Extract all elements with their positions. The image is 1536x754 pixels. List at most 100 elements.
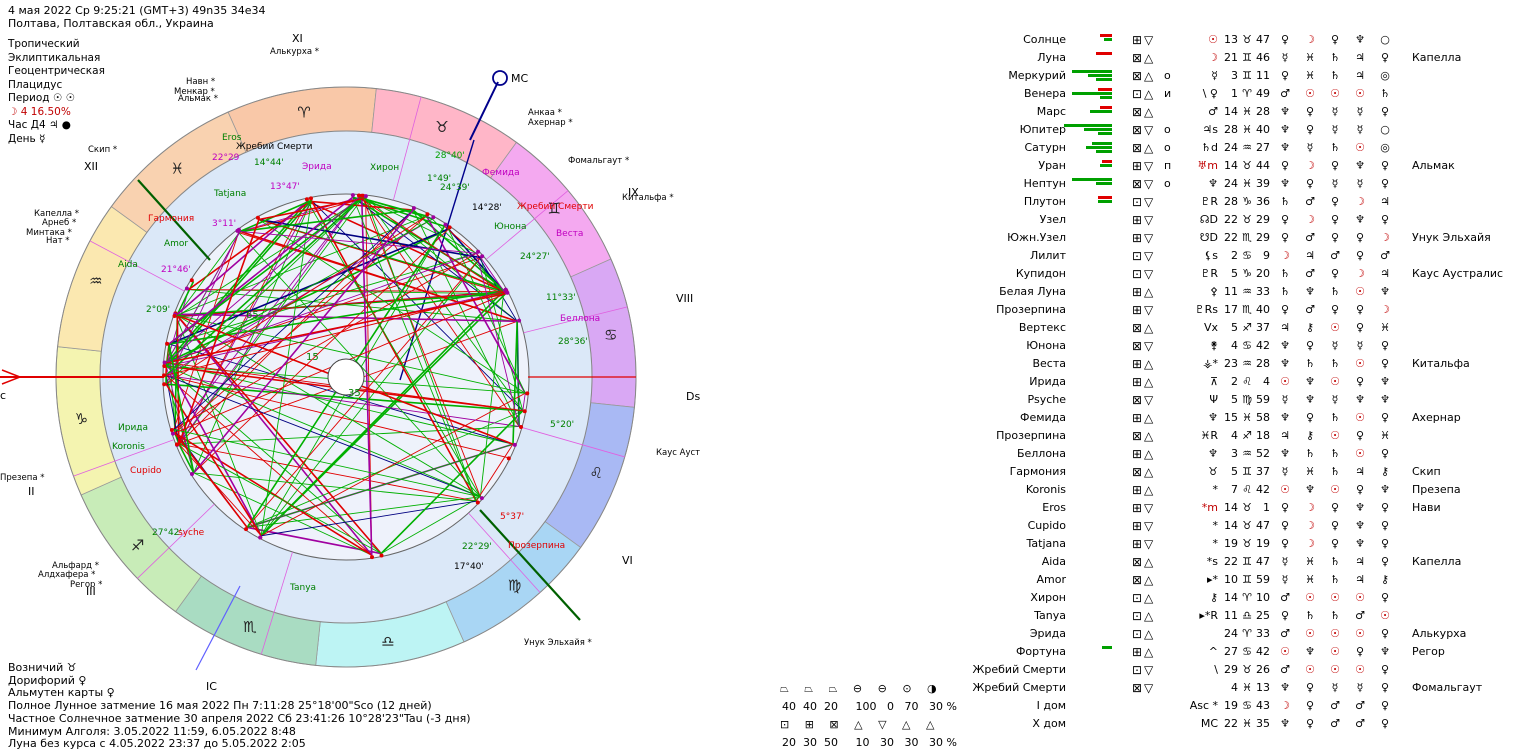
aspect-line	[166, 231, 241, 363]
aspect-line	[166, 197, 360, 363]
planet-symbol: ♆	[1208, 177, 1218, 190]
aspect-line	[173, 252, 477, 430]
planet-tick	[503, 287, 508, 292]
ruler-glyph: ☿	[1356, 105, 1364, 118]
aspect-line	[174, 215, 427, 434]
planet-symbol: \	[1214, 663, 1218, 676]
ruler-glyph: ☉	[1305, 627, 1315, 640]
planet-sign: ♎	[1242, 609, 1252, 622]
element-quality-icons: ⊡▽	[1132, 663, 1156, 677]
planet-label: Cupido	[130, 466, 162, 476]
ruler-glyph: ♀	[1380, 447, 1390, 460]
planet-degree: 13	[1224, 33, 1238, 46]
aspect-line	[176, 231, 241, 317]
aspect-line	[448, 228, 526, 394]
planet-strength-bars	[1068, 592, 1112, 604]
planet-degree: 17	[1224, 303, 1238, 316]
planet-degree: 27	[1224, 645, 1238, 658]
fixed-star-label: Арнеб *	[42, 218, 76, 228]
ruler-glyph: ♄	[1305, 357, 1315, 370]
planet-sign: ♒	[1242, 447, 1252, 460]
planet-minute: 11	[1256, 69, 1270, 82]
planet-degree: 5	[1231, 267, 1238, 280]
legend-row2-values: 20 30 50 10 30 30 30 %	[782, 736, 957, 749]
element-quality-icons: ⊞△	[1132, 285, 1156, 299]
house-cusp-line	[137, 503, 215, 579]
ruler-glyph: ♆	[1355, 501, 1365, 514]
period: Период ☉ ☉	[8, 92, 76, 104]
ruler-glyph: ☉	[1330, 591, 1340, 604]
planet-sign: ♉	[1242, 519, 1252, 532]
planet-tick	[244, 527, 249, 532]
ruler-glyph: ♄	[1330, 465, 1340, 478]
planet-minute: 43	[1256, 699, 1270, 712]
planet-minute: 29	[1256, 231, 1270, 244]
ruler-glyph: ♀	[1355, 303, 1365, 316]
planet-symbol: ☋D	[1199, 231, 1218, 244]
planet-symbol: ♃s	[1202, 123, 1218, 136]
planet-minute: 37	[1256, 321, 1270, 334]
planet-tick	[363, 194, 368, 199]
ruler-glyph: ♀	[1380, 411, 1390, 424]
planet-label: Веста	[556, 229, 583, 239]
planet-tick	[518, 425, 523, 430]
ruler-glyph: ♀	[1380, 681, 1390, 694]
planet-tick	[447, 225, 452, 230]
ruler-glyph: ♓	[1380, 321, 1390, 334]
house-cusps	[0, 70, 636, 671]
ruler-glyph: ☉	[1280, 375, 1290, 388]
planet-strength-bars	[1068, 448, 1112, 460]
setting-coords: Эклиптикальная	[8, 51, 101, 64]
aspect-line	[173, 429, 481, 498]
strength-bar	[1096, 182, 1112, 185]
ruler-glyph: ♀	[1280, 231, 1290, 244]
planet-minute: 4	[1263, 375, 1270, 388]
conjunct-star: Капелла	[1412, 51, 1462, 64]
ruler-glyph: ♆	[1280, 681, 1290, 694]
planet-symbol: ▸*R	[1199, 609, 1218, 622]
planetary-hour: Час Д4 ♃ ●	[8, 119, 71, 131]
planet-strength-bars	[1068, 574, 1112, 586]
natal-chart-wheel[interactable]: ♈♉♊♋♌♍♎♏♐♑♒♓ XIIXVIIIDscVIICIIIIIXIIMCc …	[0, 30, 700, 740]
planet-sign: ♉	[1242, 33, 1252, 46]
aspect-line	[358, 197, 366, 199]
planet-sign: ♈	[1242, 627, 1252, 640]
planet-label: 1°49'	[427, 174, 451, 184]
ruler-glyph: ♂	[1380, 249, 1390, 262]
planet-name: Tanya	[1034, 609, 1066, 622]
element-quality-icons: ⊠△	[1132, 321, 1156, 335]
planet-name: Ирида	[1029, 375, 1066, 388]
ruler-glyph: ♀	[1280, 159, 1290, 172]
aspect-line	[165, 291, 505, 376]
aspect-line	[479, 290, 505, 497]
planet-label: 28°36'	[558, 337, 588, 347]
aspect-line	[258, 197, 366, 221]
ruler-glyph: ♀	[1380, 159, 1390, 172]
ruler-glyph: ☉	[1355, 357, 1365, 370]
ruler-glyph: ♀	[1380, 177, 1390, 190]
planet-degree: 19	[1224, 699, 1238, 712]
planet-name: Koronis	[1025, 483, 1066, 496]
house-cusp-line	[485, 190, 569, 260]
planet-tick	[165, 341, 170, 346]
legend-value: 30 %	[928, 700, 957, 713]
strength-bar	[1100, 164, 1112, 167]
planet-tick	[506, 456, 511, 461]
ruler-glyph: ♆	[1305, 375, 1315, 388]
zodiac-sign-glyph: ♑	[75, 410, 88, 428]
planet-label: Tanya	[289, 583, 316, 593]
planet-strength-bars	[1068, 484, 1112, 496]
planet-minute: 28	[1256, 357, 1270, 370]
planet-symbol: ♅m	[1197, 159, 1218, 172]
strength-bar	[1084, 128, 1112, 131]
ruler-glyph: ☉	[1280, 645, 1290, 658]
ruler-glyph: ☽	[1305, 33, 1315, 46]
planet-name: Лилит	[1029, 249, 1066, 262]
aspect-line	[261, 392, 526, 537]
planet-strength-bars	[1068, 196, 1112, 208]
element-quality-icons: ⊠△	[1132, 555, 1156, 569]
element-quality-icons: ⊡△	[1132, 87, 1156, 101]
planet-sign: ♈	[1242, 87, 1252, 100]
ruler-glyph: ♀	[1305, 411, 1315, 424]
ruler-glyph: ♀	[1380, 519, 1390, 532]
